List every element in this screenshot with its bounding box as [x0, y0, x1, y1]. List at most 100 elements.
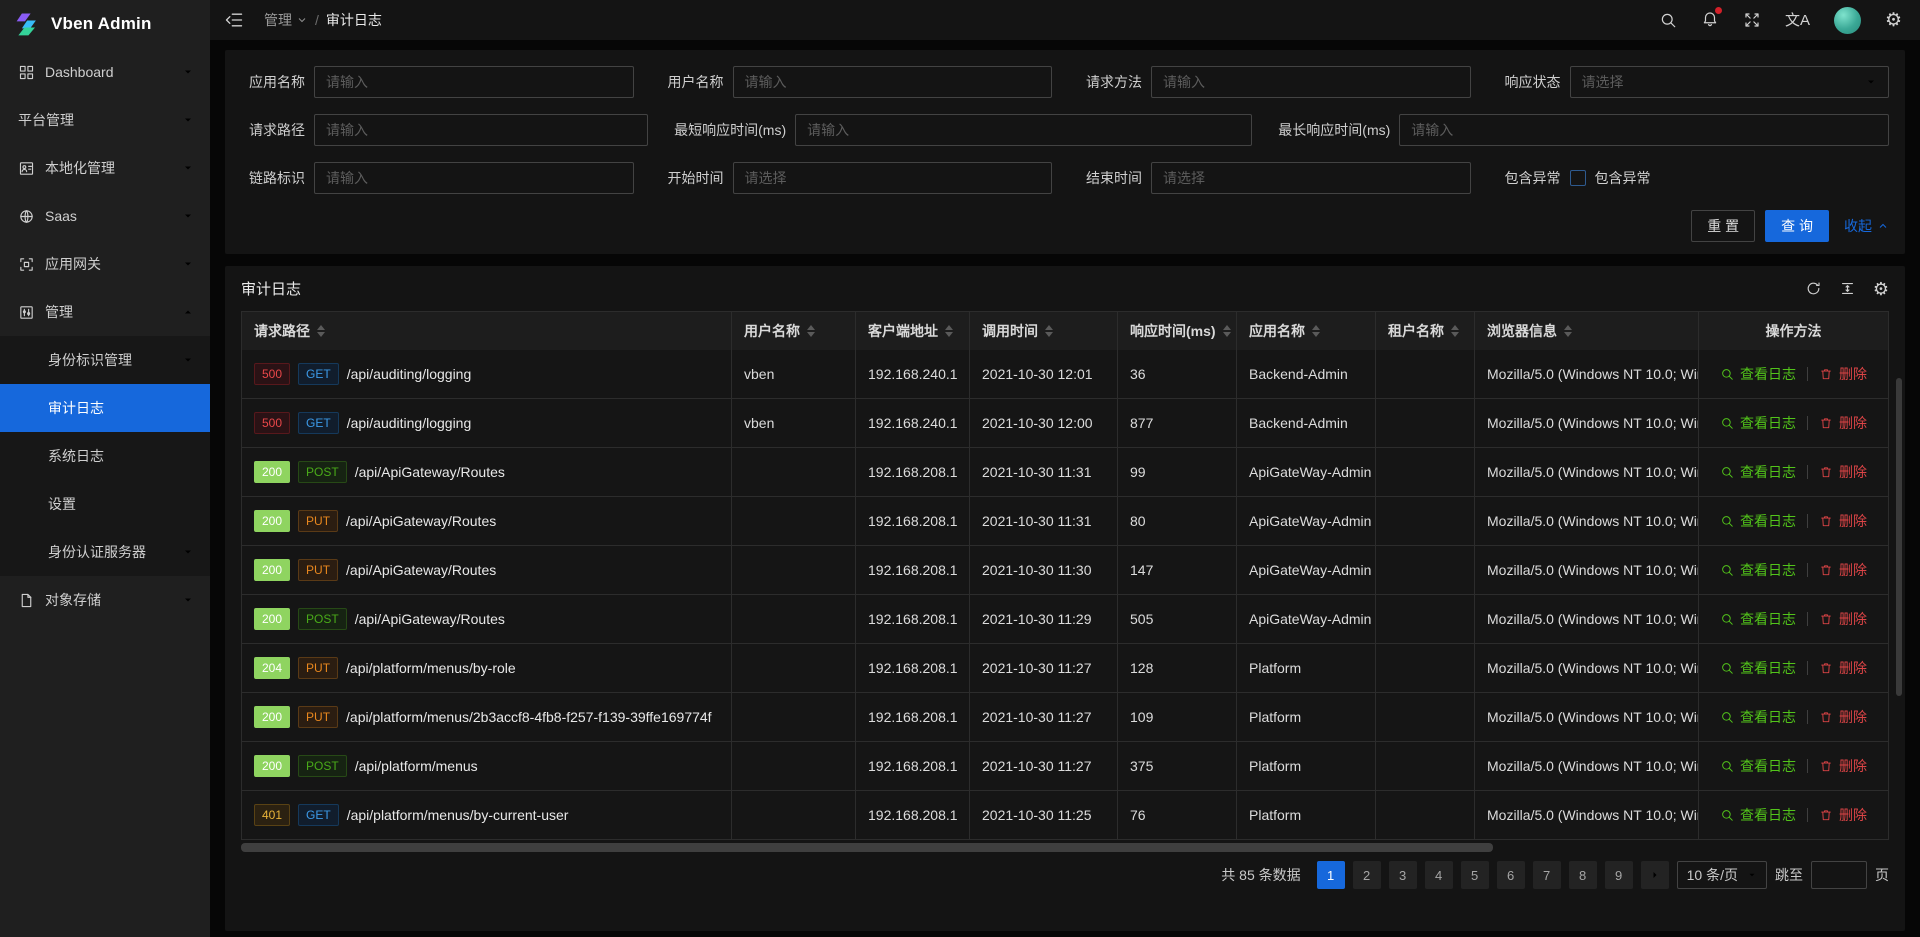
- sidebar-menu: Dashboard 平台管理 本地化管理 Saas 应用网关管理身份标识管理 审计日志 系统…: [0, 48, 210, 937]
- translate-icon[interactable]: 文A: [1784, 11, 1810, 29]
- page-button-5[interactable]: 5: [1460, 861, 1489, 889]
- vertical-scrollbar[interactable]: [1896, 378, 1902, 696]
- max_response_time-input[interactable]: [1411, 122, 1877, 138]
- page-button-6[interactable]: 6: [1496, 861, 1525, 889]
- view-log-button[interactable]: 查看日志: [1720, 609, 1796, 629]
- column-header-user[interactable]: 用户名称: [732, 312, 856, 350]
- sidebar-item-saas[interactable]: Saas: [0, 192, 210, 240]
- min_response_time-input[interactable]: [807, 122, 1241, 138]
- logo[interactable]: Vben Admin: [0, 0, 210, 48]
- refresh-icon[interactable]: [1805, 280, 1822, 297]
- trace_id-input[interactable]: [326, 170, 622, 186]
- page-button-7[interactable]: 7: [1532, 861, 1561, 889]
- user_name-input[interactable]: [744, 74, 1040, 90]
- column-header-ip[interactable]: 客户端地址: [856, 312, 970, 350]
- column-header-time[interactable]: 调用时间: [970, 312, 1118, 350]
- settings-icon[interactable]: ⚙: [1884, 9, 1902, 31]
- delete-button[interactable]: 删除: [1819, 805, 1867, 825]
- response_status-select[interactable]: 请选择: [1569, 66, 1889, 98]
- sidebar-item-manage[interactable]: 管理: [0, 288, 210, 336]
- next-page-button[interactable]: [1640, 861, 1669, 889]
- reset-button[interactable]: 重 置: [1691, 210, 1756, 242]
- trash-icon: [1821, 663, 1831, 674]
- view-log-button[interactable]: 查看日志: [1720, 756, 1796, 776]
- status-badge: 200: [254, 510, 291, 532]
- cell-user: vben: [732, 399, 856, 447]
- delete-button[interactable]: 删除: [1819, 462, 1867, 482]
- view-log-button[interactable]: 查看日志: [1720, 805, 1796, 825]
- checkbox-label: 包含异常: [1594, 170, 1651, 186]
- cell-path: 200 POST/api/platform/menus: [242, 742, 732, 790]
- end_time-date-picker[interactable]: 请选择: [1151, 162, 1471, 194]
- column-header-browser[interactable]: 浏览器信息: [1475, 312, 1699, 350]
- delete-button[interactable]: 删除: [1819, 364, 1867, 384]
- sidebar-item-system-log[interactable]: 系统日志: [0, 432, 210, 480]
- action-divider: [1807, 367, 1808, 381]
- delete-button[interactable]: 删除: [1819, 658, 1867, 678]
- column-header-path[interactable]: 请求路径: [242, 312, 732, 350]
- view-log-button[interactable]: 查看日志: [1720, 364, 1796, 384]
- cell-ip: 192.168.208.1: [856, 791, 970, 839]
- column-header-tenant[interactable]: 租户名称: [1376, 312, 1475, 350]
- view-log-button[interactable]: 查看日志: [1720, 658, 1796, 678]
- column-header-app[interactable]: 应用名称: [1237, 312, 1376, 350]
- sidebar-item-identity[interactable]: 身份标识管理: [0, 336, 210, 384]
- menu-fold-button[interactable]: [224, 9, 246, 31]
- sidebar-item-dashboard[interactable]: Dashboard: [0, 48, 210, 96]
- request-path: /api/ApiGateway/Routes: [346, 513, 497, 529]
- page-size-select[interactable]: 10 条/页: [1676, 861, 1767, 889]
- request_method-input[interactable]: [1163, 74, 1459, 90]
- page-button-3[interactable]: 3: [1388, 861, 1417, 889]
- delete-button[interactable]: 删除: [1819, 756, 1867, 776]
- sidebar-item-label: 管理: [45, 304, 73, 320]
- horizontal-scrollbar[interactable]: [241, 843, 1494, 852]
- sidebar-item-platform[interactable]: 平台管理: [0, 96, 210, 144]
- chevron-down-icon: [185, 262, 191, 266]
- delete-button[interactable]: 删除: [1819, 707, 1867, 727]
- view-log-button[interactable]: 查看日志: [1720, 511, 1796, 531]
- fullscreen-icon[interactable]: [1743, 11, 1761, 29]
- delete-button[interactable]: 删除: [1819, 609, 1867, 629]
- sidebar-item-auth-server[interactable]: 身份认证服务器: [0, 528, 210, 576]
- cell-tenant: [1376, 350, 1475, 398]
- view-log-button[interactable]: 查看日志: [1720, 707, 1796, 727]
- search-button[interactable]: 查 询: [1765, 210, 1829, 242]
- app_name-input[interactable]: [326, 74, 622, 90]
- user-avatar[interactable]: [1833, 6, 1861, 34]
- page-button-8[interactable]: 8: [1568, 861, 1597, 889]
- sidebar-item-audit-log[interactable]: 审计日志: [0, 384, 210, 432]
- delete-button[interactable]: 删除: [1819, 511, 1867, 531]
- request-path: /api/platform/menus: [354, 758, 478, 774]
- min_response_time-input-wrap: [795, 114, 1253, 146]
- sidebar-item-settings[interactable]: 设置: [0, 480, 210, 528]
- trace_id-input-wrap: [314, 162, 634, 194]
- sidebar-item-localization[interactable]: 本地化管理: [0, 144, 210, 192]
- column-header-duration[interactable]: 响应时间(ms): [1118, 312, 1237, 350]
- page-button-9[interactable]: 9: [1604, 861, 1633, 889]
- jump-page-input[interactable]: [1811, 861, 1867, 889]
- page-button-2[interactable]: 2: [1352, 861, 1381, 889]
- include_exception-checkbox[interactable]: [1569, 170, 1586, 186]
- breadcrumb-section[interactable]: 管理: [264, 10, 308, 30]
- cell-user: [732, 448, 856, 496]
- sidebar-item-storage[interactable]: 对象存储: [0, 576, 210, 624]
- app-title: Vben Admin: [51, 14, 152, 33]
- table-settings-icon[interactable]: ⚙: [1872, 278, 1889, 299]
- request_path-input[interactable]: [326, 122, 637, 138]
- page-button-4[interactable]: 4: [1424, 861, 1453, 889]
- delete-button[interactable]: 删除: [1819, 560, 1867, 580]
- sidebar-item-gateway[interactable]: 应用网关: [0, 240, 210, 288]
- cell-path: 200 POST/api/ApiGateway/Routes: [242, 595, 732, 643]
- collapse-link[interactable]: 收起: [1844, 216, 1889, 236]
- start_time-date-picker[interactable]: 请选择: [732, 162, 1052, 194]
- method-badge: PUT: [298, 559, 339, 581]
- view-log-button[interactable]: 查看日志: [1720, 560, 1796, 580]
- filter-field-start_time: 开始时间 请选择: [660, 162, 1052, 194]
- notifications-button[interactable]: [1701, 6, 1722, 31]
- row-height-icon[interactable]: [1839, 280, 1856, 297]
- search-icon[interactable]: [1659, 11, 1677, 29]
- view-log-button[interactable]: 查看日志: [1720, 413, 1796, 433]
- page-button-1[interactable]: 1: [1316, 861, 1345, 889]
- delete-button[interactable]: 删除: [1819, 413, 1867, 433]
- view-log-button[interactable]: 查看日志: [1720, 462, 1796, 482]
